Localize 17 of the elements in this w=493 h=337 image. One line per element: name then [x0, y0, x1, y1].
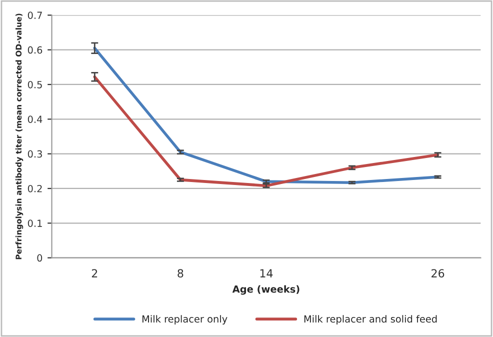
x-tick-label: 14: [260, 269, 273, 278]
y-tick-label: 0.3: [28, 150, 42, 158]
y-tick-label: 0.6: [28, 46, 42, 54]
x-tick-label: 8: [178, 269, 184, 278]
y-tick-label: 0: [37, 254, 42, 262]
legend-label: Milk replacer only: [142, 315, 228, 324]
y-tick-label: 0.2: [28, 184, 42, 192]
legend-label: Milk replacer and solid feed: [304, 315, 437, 324]
y-tick-label: 0.5: [28, 80, 42, 88]
y-tick-label: 0.4: [28, 116, 42, 123]
x-tick-label: 26: [432, 269, 444, 278]
x-tick-label: 2: [92, 269, 98, 278]
x-axis-title: Age (weeks): [232, 285, 300, 295]
line-series: [93, 46, 440, 184]
y-tick-label: 0.1: [28, 220, 42, 227]
y-tick-label: 0.7: [28, 12, 42, 19]
line-series: [93, 75, 440, 188]
